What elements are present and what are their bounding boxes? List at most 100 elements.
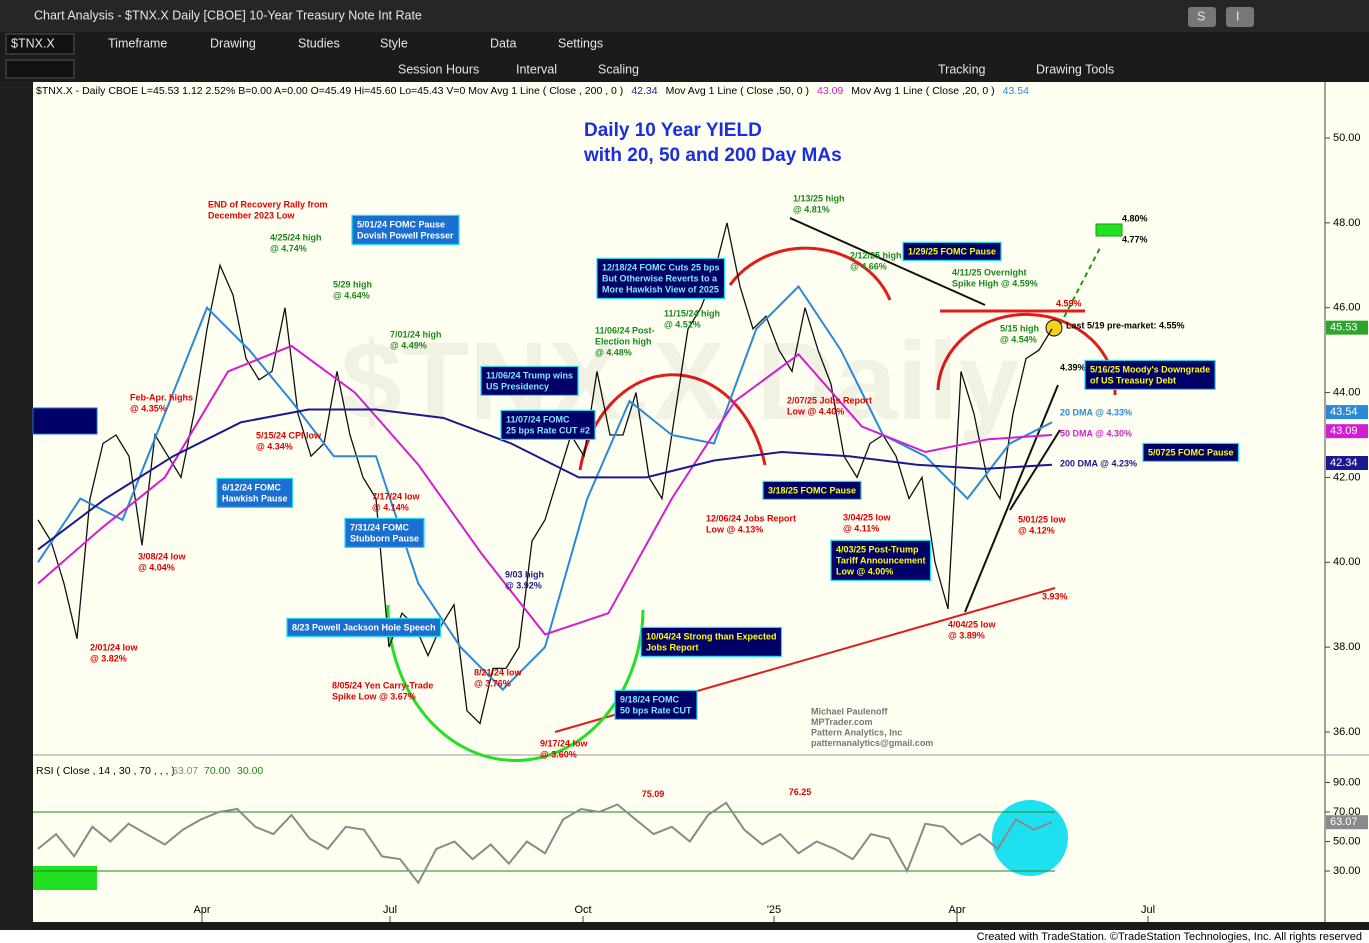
i-button[interactable] [1226,7,1254,27]
annotation-text: @ 4.51% [664,319,701,329]
annotation: 200 DMA @ 4.23% [1060,458,1137,468]
annotation-text: 4/04/25 low [948,619,997,629]
annotation: 5/29 high@ 4.64% [333,279,372,300]
annotation-text: 11/06/24 Post- [595,325,655,335]
symbol-box[interactable] [5,33,75,55]
rsi-tick-label: 70.00 [1333,806,1361,818]
annotation-text: 8/05/24 Yen Carry-Trade [332,680,433,690]
tool-strip [0,82,32,930]
annotation-text: Low @ 4.00% [836,566,893,576]
annotation-text: @ 4.04% [138,562,175,572]
annotation-text: 2/01/24 low [90,642,139,652]
annotation-text: 9/17/24 low [540,738,589,748]
annotation-text: 3/04/25 low [843,512,892,522]
annotation-text: 10/04/24 Strong than Expected [646,631,777,641]
annotation-text: @ 4.74% [270,243,307,253]
toolbar-item[interactable]: Timeframe [108,36,167,50]
annotation-text: 50 bps Rate CUT [620,705,692,715]
annotation-text: Pattern Analytics, Inc [811,727,902,737]
annotation-text: 5/01/24 FOMC Pause [357,219,445,229]
annotation-text: 8/23 Powell Jackson Hole Speech [292,622,436,632]
annotation-text: Low @ 4.13% [706,524,763,534]
annotation: Feb-Apr. highs@ 4.35% [130,392,193,413]
annotation-box [500,409,596,440]
y-tick-label: 44.00 [1333,386,1361,398]
annotation-text: 7/17/24 low [372,491,421,501]
annotation-text: @ 4.34% [256,441,293,451]
annotation: 4/04/25 low@ 3.89% [948,619,997,640]
annotation: 2/12/25 high@ 4.66% [850,250,902,271]
rsi-current: 63.07 [172,765,198,777]
price-tag [1326,405,1368,420]
annotation-text: Stubborn Pause [350,533,419,543]
annotation-text: 4.80% [1122,213,1148,223]
toolbar-item[interactable]: Interval [516,62,557,76]
toolbar-item[interactable]: Data [490,36,516,50]
annotation-box [1142,442,1240,462]
footer: Created with TradeStation. ©TradeStation… [977,931,1362,943]
annotation-text: 200 DMA @ 4.23% [1060,458,1137,468]
toolbar-item[interactable]: Drawing Tools [1036,62,1114,76]
x-tick-label: Oct [574,904,591,916]
chart-title: with 20, 50 and 200 Day MAs [583,145,842,166]
moving-average [37,344,1053,636]
toolbar-item[interactable]: Style [380,36,408,50]
annotation-text: 11/06/24 Trump wins [486,370,573,380]
s-button[interactable] [1188,7,1216,27]
rsi-peak-label: 75.09 [642,789,665,799]
toolbar-item[interactable]: Drawing [210,36,256,50]
annotation: 11/06/24 Post-Election high@ 4.48% [595,325,655,357]
toolbar-item[interactable]: Settings [558,36,603,50]
price-tag-label: 43.54 [1330,406,1358,418]
moving-average [37,408,1053,551]
rsi-peak-label: 76.25 [789,787,812,797]
annotation-text: But Otherwise Reverts to a [602,273,718,283]
annotation-text: Michael Paulenoff [811,706,889,716]
annotation-box [596,257,726,299]
offscreen-box [32,407,98,435]
toolbar-item[interactable]: Studies [298,36,340,50]
annotation-text: 5/16/25 Moody's Downgrade [1090,364,1210,374]
annotation-text: 12/06/24 Jobs Report [706,513,796,523]
annotation-text: 20 DMA @ 4.33% [1060,407,1132,417]
annotation-text: 5/0725 FOMC Pause [1148,447,1234,457]
toolbar-item[interactable]: Tracking [938,62,986,76]
annotation-text: @ 4.12% [1018,525,1055,535]
annotation-box [762,480,862,500]
toolbar-item[interactable]: Scaling [598,62,639,76]
annotation-text: 11/07/24 FOMC [506,414,570,424]
window-title: Chart Analysis - $TNX.X Daily [CBOE] 10-… [34,8,422,22]
annotation-text: December 2023 Low [208,210,296,220]
annotation: 5/15 high@ 4.54% [1000,323,1039,344]
annotation-box [480,365,579,396]
y-tick-label: 42.00 [1333,471,1361,483]
annotation: 3/08/24 low@ 4.04% [138,551,187,572]
price-tag [1326,320,1368,335]
annotation: 4.39% [1060,362,1086,372]
arc [386,604,645,762]
target-box [1095,223,1123,237]
y-tick-label: 36.00 [1333,726,1361,738]
annotation: 4/25/24 high@ 4.74% [270,232,322,253]
y-tick-label: 38.00 [1333,641,1361,653]
interval-box[interactable] [5,59,75,79]
toolbar-item[interactable]: Session Hours [398,62,479,76]
annotation: 50 DMA @ 4.30% [1060,428,1132,438]
annotation: 9/03 high@ 3.92% [505,569,544,590]
annotation-text: @ 4.64% [333,290,370,300]
s-label: S [1197,9,1205,23]
annotation-text: 2/07/25 Jobs Report [787,395,872,405]
annotation-text: 12/18/24 FOMC Cuts 25 bps [602,262,720,272]
annotation: 3.93% [1042,591,1068,601]
annotation-text: @ 4.49% [390,340,427,350]
annotation: 3/04/25 low@ 4.11% [843,512,892,533]
annotation-text: @ 3.76% [474,678,511,688]
annotation: 20 DMA @ 4.33% [1060,407,1132,417]
annotation-text: 9/03 high [505,569,544,579]
y-tick-label: 46.00 [1333,302,1361,314]
annotation-text: 4.77% [1122,234,1148,244]
